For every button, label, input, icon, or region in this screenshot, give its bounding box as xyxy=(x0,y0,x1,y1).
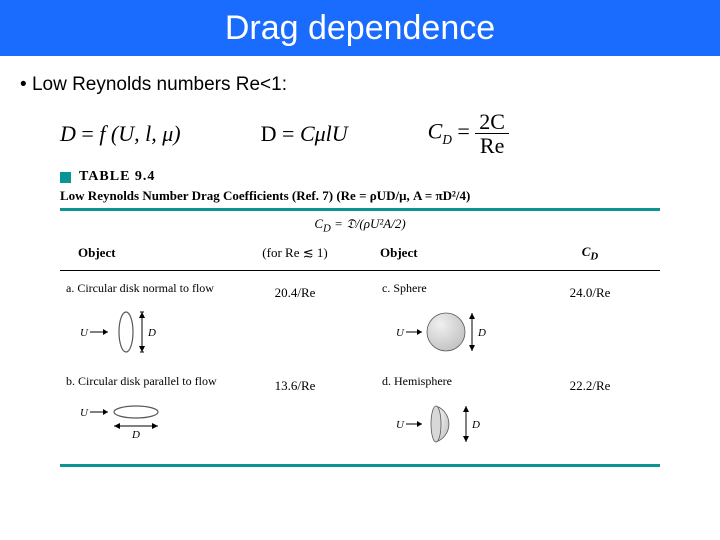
svg-text:U: U xyxy=(396,327,405,339)
col-cd-right: CD xyxy=(520,244,660,263)
shape-sphere: U D xyxy=(394,302,520,362)
svg-text:D: D xyxy=(471,419,480,431)
table-label: TABLE 9.4 xyxy=(79,169,155,185)
svg-text:U: U xyxy=(80,327,89,339)
equation-2: D = CμlU xyxy=(261,121,348,147)
table-marker: TABLE 9.4 xyxy=(60,169,660,185)
bullet-point: • Low Reynolds numbers Re<1: xyxy=(20,74,720,96)
eq1-rhs: f (U, l, μ) xyxy=(99,121,180,146)
svg-text:U: U xyxy=(396,419,405,431)
table-9-4: TABLE 9.4 Low Reynolds Number Drag Coeff… xyxy=(60,169,660,467)
shape-disk-normal: U D xyxy=(78,302,220,362)
object-right: c. Sphere U D xyxy=(370,281,520,361)
svg-text:D: D xyxy=(477,327,486,339)
table-body: a. Circular disk normal to flow U D 20.4… xyxy=(60,275,660,460)
object-left-label: b. Circular disk parallel to flow xyxy=(64,374,220,388)
rule-mid xyxy=(60,270,660,271)
equation-3: CD = 2C Re xyxy=(428,110,509,157)
object-left: b. Circular disk parallel to flow U D xyxy=(60,374,220,444)
object-left: a. Circular disk normal to flow U D xyxy=(60,281,220,361)
page-title: Drag dependence xyxy=(225,9,495,48)
object-left-label: a. Circular disk normal to flow xyxy=(64,281,220,295)
object-right: d. Hemisphere U D xyxy=(370,374,520,454)
shape-disk-parallel: U D xyxy=(78,394,220,444)
table-header-row: Object (for Re ≲ 1) Object CD xyxy=(60,238,660,267)
cd-right: 22.2/Re xyxy=(520,374,660,394)
eq3-lhs-sub: D xyxy=(442,132,452,147)
col-object-right: Object xyxy=(370,245,520,261)
svg-text:D: D xyxy=(131,429,140,441)
table-caption: Low Reynolds Number Drag Coefficients (R… xyxy=(60,188,660,204)
eq3-den: Re xyxy=(476,134,508,157)
cd-left: 20.4/Re xyxy=(220,281,370,301)
object-right-label: d. Hemisphere xyxy=(380,374,520,388)
eq3-fraction: 2C Re xyxy=(475,110,509,157)
eq1-lhs: D xyxy=(60,121,76,146)
bullet-text: Low Reynolds numbers Re<1: xyxy=(32,74,287,95)
equations-row: D = f (U, l, μ) D = CμlU CD = 2C Re xyxy=(60,110,720,157)
title-bar: Drag dependence xyxy=(0,0,720,56)
col-object-left: Object xyxy=(60,245,220,261)
table-row: b. Circular disk parallel to flow U D 13… xyxy=(60,368,660,460)
eq3-num: 2C xyxy=(475,110,509,134)
shape-hemisphere: U D xyxy=(394,394,520,454)
col-cd-note: (for Re ≲ 1) xyxy=(220,245,370,261)
table-square-icon xyxy=(60,172,71,183)
rule-bottom xyxy=(60,464,660,467)
object-right-label: c. Sphere xyxy=(380,281,520,295)
svg-text:D: D xyxy=(147,327,156,339)
header-formula: CD = 𝔇/(ρU²A/2) xyxy=(60,211,660,238)
equation-1: D = f (U, l, μ) xyxy=(60,121,181,147)
cd-right: 24.0/Re xyxy=(520,281,660,301)
eq2-lhs: D xyxy=(261,121,277,146)
svg-text:U: U xyxy=(80,407,89,419)
eq2-rhs: CμlU xyxy=(300,121,348,146)
eq3-lhs-base: C xyxy=(428,119,443,144)
cd-left: 13.6/Re xyxy=(220,374,370,394)
table-row: a. Circular disk normal to flow U D 20.4… xyxy=(60,275,660,367)
